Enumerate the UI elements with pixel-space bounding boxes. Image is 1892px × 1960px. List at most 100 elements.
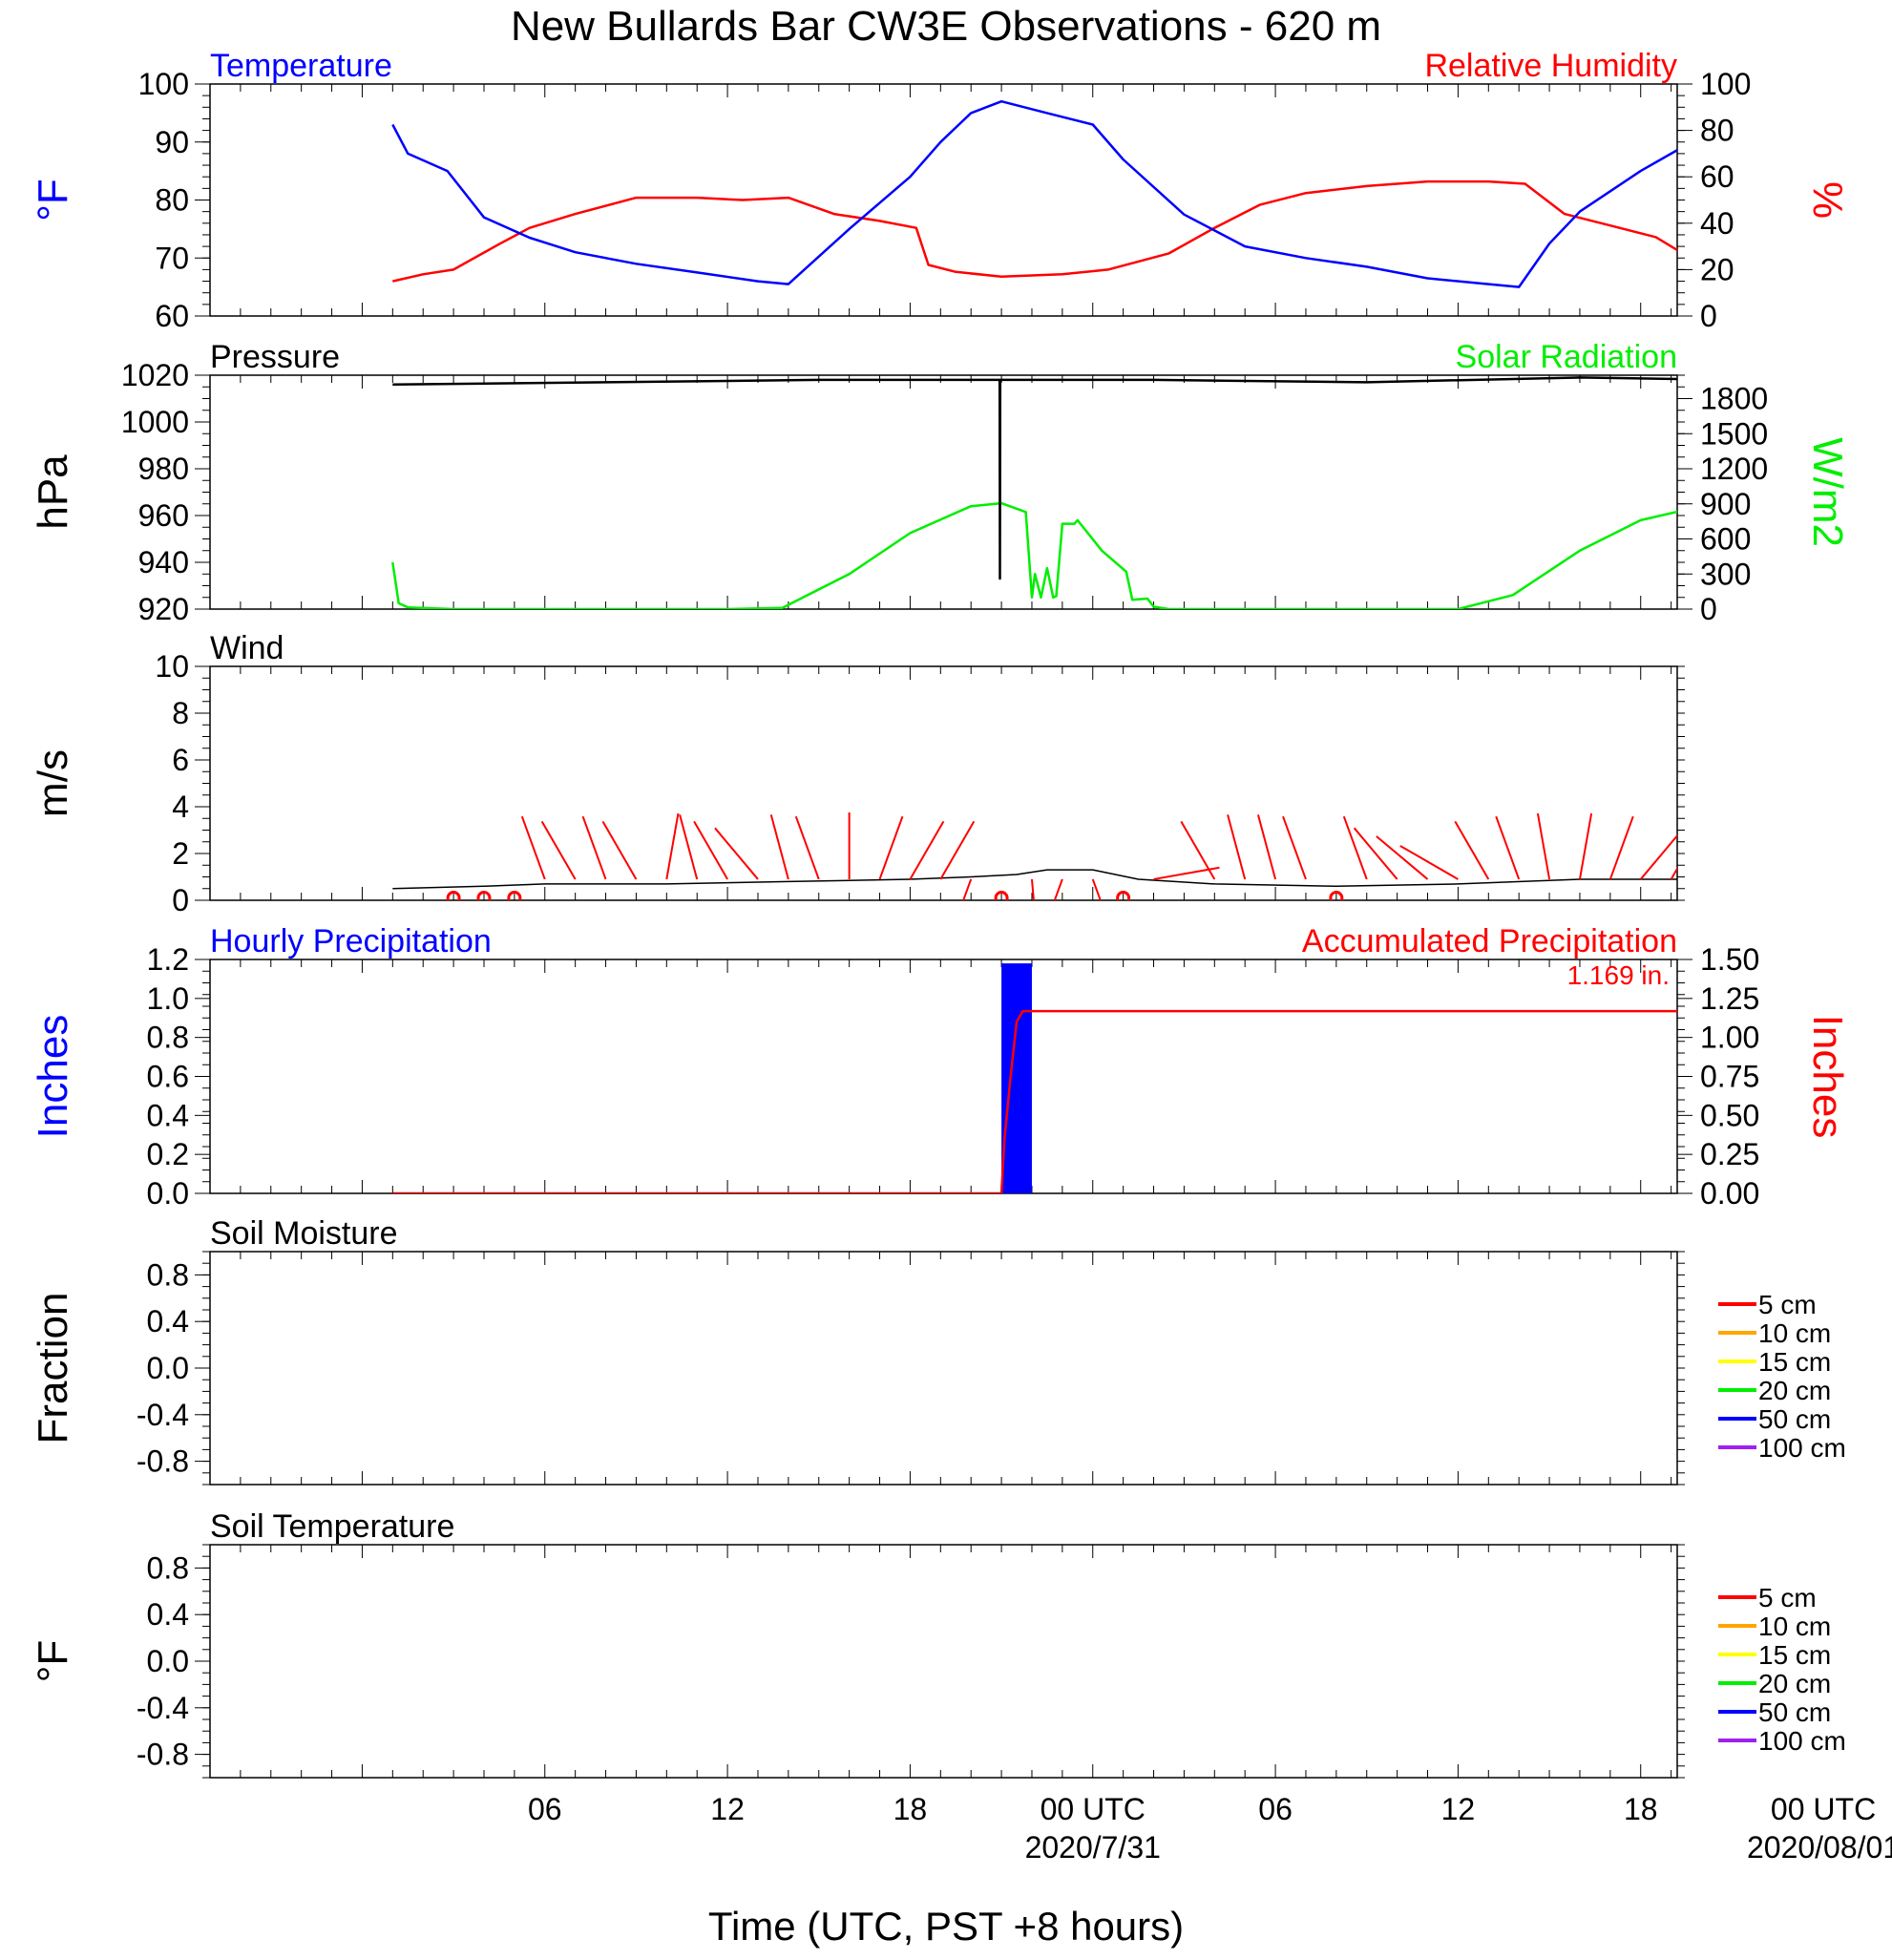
page-title: New Bullards Bar CW3E Observations - 620… bbox=[511, 3, 1381, 50]
y-left-tick-label: 1.0 bbox=[147, 981, 189, 1016]
legend-label: 20 cm bbox=[1758, 1376, 1831, 1405]
legend-label: 5 cm bbox=[1758, 1290, 1817, 1319]
calm-wind-marker bbox=[1329, 891, 1344, 900]
wind-barb bbox=[1342, 815, 1368, 880]
y-right-tick-label: 40 bbox=[1700, 206, 1734, 241]
x-tick-label: 00 UTC bbox=[1041, 1792, 1146, 1826]
legend-label: 5 cm bbox=[1758, 1583, 1817, 1612]
y-right-tick-label: 60 bbox=[1700, 159, 1734, 194]
panel-title-right: Accumulated Precipitation bbox=[1302, 923, 1677, 959]
y-right-tick-label: 0.75 bbox=[1700, 1060, 1759, 1094]
series-group bbox=[391, 376, 1677, 609]
wind-barb bbox=[1639, 833, 1677, 880]
plot-frame bbox=[209, 959, 1678, 1194]
y-left-tick-label: 0.6 bbox=[147, 1060, 189, 1094]
wind-barb bbox=[1578, 812, 1593, 880]
series-group bbox=[392, 963, 1677, 1193]
y-left-tick-label: 920 bbox=[138, 592, 189, 626]
legend-label: 50 cm bbox=[1758, 1697, 1831, 1727]
humidity-line bbox=[392, 179, 1677, 283]
time-axis-label: Time (UTC, PST +8 hours) bbox=[708, 1904, 1184, 1949]
y-left-tick-label: -0.8 bbox=[137, 1444, 189, 1479]
wind-barb bbox=[909, 820, 945, 880]
x-tick-label: 00 UTC bbox=[1771, 1792, 1876, 1826]
y-right-tick-label: 1800 bbox=[1700, 382, 1768, 416]
wind-barb bbox=[1376, 835, 1429, 880]
y-right-tick-label: 900 bbox=[1700, 487, 1751, 521]
panel-title-left: Pressure bbox=[210, 339, 340, 375]
panel-temp-rh: 60 70 80 90 100 0 20 40 60 80 100 Temperature Relati… bbox=[30, 48, 1851, 333]
panel-title-left: Soil Temperature bbox=[210, 1508, 454, 1545]
wind-barb bbox=[581, 815, 607, 880]
wind-barb bbox=[520, 815, 546, 880]
x-tick-label: 18 bbox=[1624, 1792, 1658, 1826]
y-right-tick-label: 300 bbox=[1700, 557, 1751, 591]
y-axis-label-left: °F bbox=[30, 1640, 76, 1682]
y-left-tick-label: 0 bbox=[172, 883, 189, 917]
y-left-tick-label: -0.8 bbox=[137, 1738, 189, 1772]
legend-label: 10 cm bbox=[1758, 1318, 1831, 1348]
legend-label: 15 cm bbox=[1758, 1640, 1831, 1670]
y-left-tick-label: 960 bbox=[138, 498, 189, 533]
y-left-tick-label: 1000 bbox=[121, 405, 189, 439]
y-left-tick-label: 4 bbox=[172, 790, 189, 824]
x-tick-label: 06 bbox=[528, 1792, 562, 1826]
y-right-tick-label: 0.25 bbox=[1700, 1137, 1759, 1171]
wind-barb bbox=[1608, 815, 1634, 880]
calm-wind-marker bbox=[446, 891, 461, 900]
wind-barb bbox=[1536, 812, 1551, 880]
plot-frame bbox=[209, 1251, 1678, 1486]
y-left-tick-label: 0.4 bbox=[147, 1597, 189, 1632]
pressure-line bbox=[392, 376, 1677, 580]
y-axis-label-left: hPa bbox=[30, 454, 76, 530]
wind-barb bbox=[693, 820, 728, 880]
wind-barb bbox=[1256, 814, 1277, 880]
y-left-tick-label: 0.0 bbox=[147, 1644, 189, 1678]
x-tick-date: 2020/7/31 bbox=[1025, 1830, 1161, 1865]
wind-barb bbox=[1762, 879, 1785, 942]
wind-barb bbox=[769, 814, 789, 880]
wind-barb bbox=[1091, 878, 1102, 900]
y-left-tick-label: 90 bbox=[155, 125, 189, 159]
y-axis-label-left: °F bbox=[30, 179, 76, 221]
y-axis-label-left: Inches bbox=[30, 1015, 76, 1139]
series-group bbox=[391, 99, 1677, 288]
x-tick-label: 18 bbox=[893, 1792, 928, 1826]
legend-label: 100 cm bbox=[1758, 1433, 1846, 1463]
y-right-tick-label: 0 bbox=[1700, 592, 1717, 626]
y-axis-label-right: % bbox=[1804, 181, 1851, 219]
series-group bbox=[392, 811, 1804, 945]
y-left-tick-label: -0.4 bbox=[137, 1691, 189, 1725]
y-axis-label-left: Fraction bbox=[30, 1293, 76, 1444]
y-left-tick-label: 1.2 bbox=[147, 942, 189, 977]
temperature-line bbox=[391, 99, 1677, 288]
wind-barb bbox=[1454, 820, 1490, 880]
panel-pressure-solar: 920 940 960 980 1000 1020 03006009001200150018… bbox=[30, 339, 1851, 626]
calm-wind-marker bbox=[507, 891, 522, 900]
wind-barb bbox=[939, 820, 976, 880]
legend-label: 50 cm bbox=[1758, 1404, 1831, 1434]
y-axis-label-right: W/m2 bbox=[1804, 437, 1851, 547]
panel-precip: 0.0 0.2 0.4 0.6 0.8 1.0 1.2 0.00 0.25 0.50 0.75 1.0… bbox=[30, 923, 1851, 1211]
panel-title-left: Temperature bbox=[210, 48, 392, 84]
y-left-tick-label: 60 bbox=[155, 299, 189, 333]
y-right-tick-label: 100 bbox=[1700, 67, 1751, 101]
x-tick-date: 2020/08/01 bbox=[1747, 1830, 1892, 1865]
wind-barb bbox=[714, 827, 759, 880]
y-left-tick-label: 2 bbox=[172, 836, 189, 871]
wind-barb bbox=[1030, 878, 1035, 900]
y-left-tick-label: 0.8 bbox=[147, 1257, 189, 1292]
y-right-tick-label: 1.25 bbox=[1700, 981, 1759, 1016]
x-tick-label: 12 bbox=[710, 1792, 745, 1826]
y-left-tick-label: 0.2 bbox=[147, 1137, 189, 1171]
calm-wind-marker bbox=[1116, 891, 1131, 900]
y-left-tick-label: 940 bbox=[138, 545, 189, 580]
panel-title-right: Solar Radiation bbox=[1456, 339, 1677, 375]
wind-barb bbox=[1282, 815, 1307, 880]
legend-label: 100 cm bbox=[1758, 1726, 1846, 1756]
y-left-tick-label: 0.0 bbox=[147, 1176, 189, 1211]
wind-barb bbox=[1793, 879, 1804, 945]
y-right-tick-label: 1500 bbox=[1700, 416, 1768, 451]
y-left-tick-label: 70 bbox=[155, 241, 189, 275]
